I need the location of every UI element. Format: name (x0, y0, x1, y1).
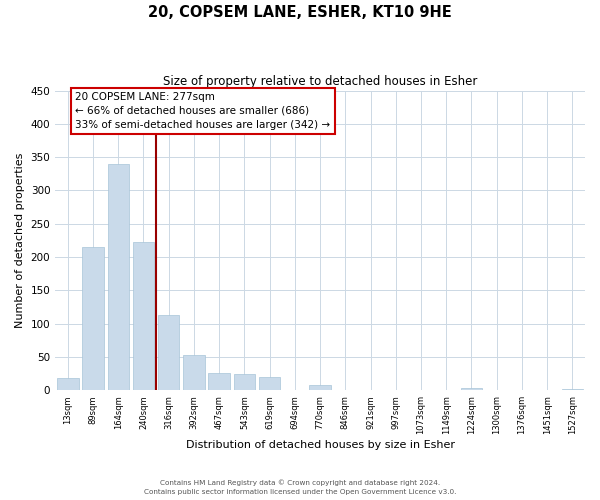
Bar (158, 315, 179, 390)
Text: 20, COPSEM LANE, ESHER, KT10 9HE: 20, COPSEM LANE, ESHER, KT10 9HE (148, 5, 452, 20)
Bar (562, 389, 583, 390)
Bar (107, 164, 129, 390)
Bar (57, 378, 79, 390)
Bar (208, 373, 230, 390)
Bar (183, 355, 205, 390)
Bar (233, 374, 255, 390)
Bar (133, 242, 154, 390)
Text: 20 COPSEM LANE: 277sqm
← 66% of detached houses are smaller (686)
33% of semi-de: 20 COPSEM LANE: 277sqm ← 66% of detached… (76, 92, 331, 130)
Y-axis label: Number of detached properties: Number of detached properties (15, 153, 25, 328)
X-axis label: Distribution of detached houses by size in Esher: Distribution of detached houses by size … (185, 440, 455, 450)
Bar (461, 388, 482, 390)
Bar (310, 385, 331, 390)
Bar (259, 377, 280, 390)
Text: Contains HM Land Registry data © Crown copyright and database right 2024.
Contai: Contains HM Land Registry data © Crown c… (144, 480, 456, 495)
Title: Size of property relative to detached houses in Esher: Size of property relative to detached ho… (163, 75, 477, 88)
Bar (82, 247, 104, 390)
